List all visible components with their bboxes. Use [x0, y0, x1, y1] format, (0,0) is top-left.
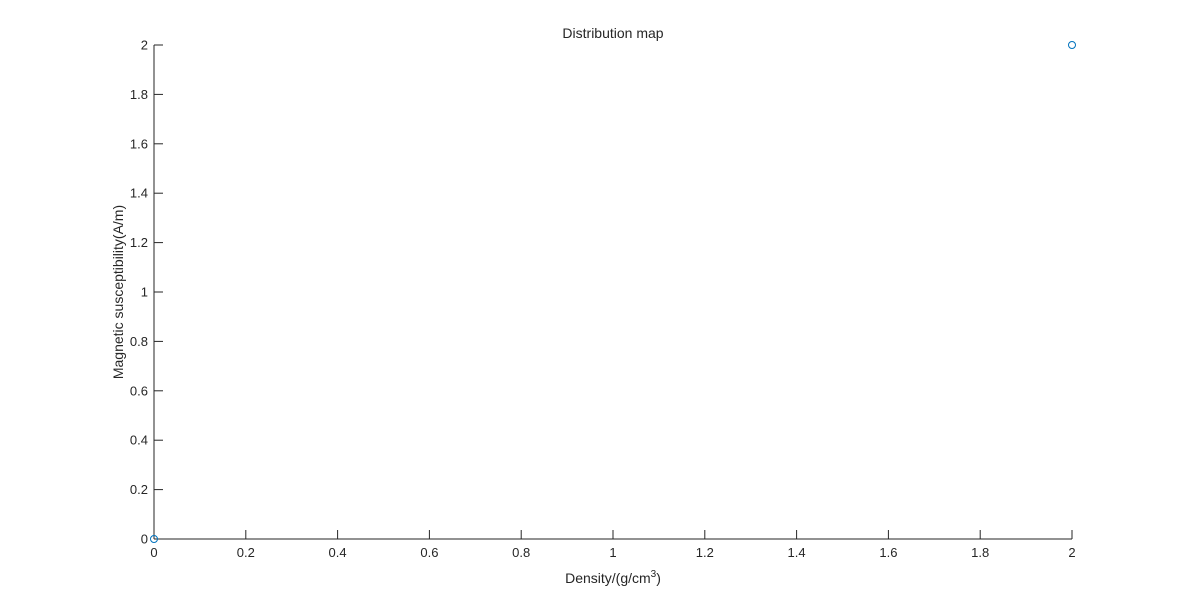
- x-tick-label: 1: [609, 545, 616, 560]
- y-tick-label: 0.4: [130, 433, 148, 448]
- x-tick-label: 0: [150, 545, 157, 560]
- plot-area: 0 0.2 0.4 0.6 0.8 1 1.2 1.4 1.6 1.8 2 0 0.2 0.4 0.6 0.…: [130, 38, 1076, 560]
- x-axis-label: Density/(g/cm3): [565, 569, 661, 586]
- data-point: [1068, 41, 1076, 49]
- y-tick-label: 1.2: [130, 235, 148, 250]
- y-tick-label: 0: [141, 532, 148, 547]
- y-tick-label: 1.4: [130, 186, 148, 201]
- x-axis-ticks: 0 0.2 0.4 0.6 0.8 1 1.2 1.4 1.6 1.8 2: [150, 530, 1076, 560]
- x-tick-label: 1.6: [879, 545, 897, 560]
- data-points: [150, 41, 1076, 543]
- x-axis-label-superscript: 3: [651, 569, 657, 580]
- y-tick-label: 1.6: [130, 136, 148, 151]
- x-tick-label: 0.6: [420, 545, 438, 560]
- x-tick-label: 0.4: [329, 545, 347, 560]
- x-tick-label: 0.2: [237, 545, 255, 560]
- y-tick-label: 1: [141, 285, 148, 300]
- y-axis-ticks: 0 0.2 0.4 0.6 0.8 1 1.2 1.4 1.6 1.8 2: [130, 38, 163, 547]
- y-tick-label: 0.8: [130, 334, 148, 349]
- y-tick-label: 1.8: [130, 87, 148, 102]
- x-axis-label-base: Density/(g/cm: [565, 570, 651, 586]
- y-tick-label: 2: [141, 38, 148, 53]
- x-tick-label: 1.2: [696, 545, 714, 560]
- x-tick-label: 0.8: [512, 545, 530, 560]
- y-tick-label: 0.6: [130, 383, 148, 398]
- y-tick-label: 0.2: [130, 482, 148, 497]
- chart-title: Distribution map: [562, 25, 663, 41]
- x-axis-label-suffix: ): [656, 570, 661, 586]
- data-point: [150, 535, 158, 543]
- x-tick-label: 1.8: [971, 545, 989, 560]
- y-axis-label: Magnetic susceptibility(A/m): [110, 205, 126, 379]
- x-tick-label: 1.4: [788, 545, 806, 560]
- x-tick-label: 2: [1068, 545, 1075, 560]
